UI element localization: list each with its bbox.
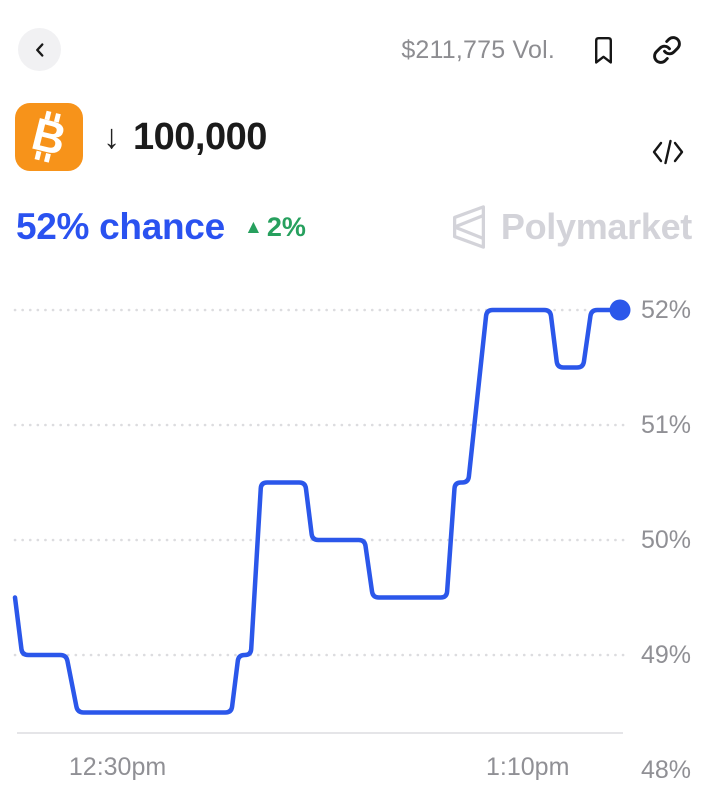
- link-icon: [652, 35, 682, 65]
- bookmark-icon: [591, 35, 616, 66]
- back-button[interactable]: [18, 28, 61, 71]
- chance-row: 52% chance ▲ 2% Polymarket: [16, 203, 692, 251]
- change-value: 2%: [266, 211, 306, 242]
- svg-text:49%: 49%: [641, 641, 691, 669]
- share-link-button[interactable]: [652, 35, 682, 65]
- market-title: 100,000: [133, 115, 267, 158]
- polymarket-logo-icon: [446, 204, 492, 250]
- code-icon: [651, 139, 685, 165]
- svg-text:51%: 51%: [641, 411, 691, 439]
- chance-label: 52% chance: [16, 206, 225, 247]
- market-title-group: ↓ 100,000: [103, 103, 267, 171]
- svg-text:50%: 50%: [641, 526, 691, 554]
- svg-text:12:30pm: 12:30pm: [69, 753, 166, 781]
- up-triangle-icon: ▲: [244, 216, 263, 238]
- change-badge: ▲ 2%: [244, 203, 306, 251]
- svg-text:52%: 52%: [641, 296, 691, 324]
- polymarket-watermark: Polymarket: [446, 203, 692, 251]
- svg-text:1:10pm: 1:10pm: [486, 753, 569, 781]
- down-arrow-icon: ↓: [103, 117, 120, 156]
- chart-canvas[interactable]: 52% 51% 50% 49% 48% 12:30pm 1:10pm: [0, 280, 709, 800]
- bitcoin-icon: B: [15, 103, 83, 171]
- svg-text:48%: 48%: [641, 756, 691, 784]
- volume-label: $211,775 Vol.: [401, 35, 555, 64]
- top-bar: $211,775 Vol.: [18, 28, 682, 72]
- bookmark-button[interactable]: [591, 35, 616, 66]
- probability-chart[interactable]: 52% 51% 50% 49% 48% 12:30pm 1:10pm: [0, 280, 709, 800]
- top-bar-actions: $211,775 Vol.: [401, 28, 682, 72]
- market-header: B ↓ 100,000: [15, 103, 709, 171]
- embed-code-button[interactable]: [651, 139, 685, 165]
- polymarket-wordmark: Polymarket: [500, 206, 692, 247]
- chevron-left-icon: [29, 39, 51, 61]
